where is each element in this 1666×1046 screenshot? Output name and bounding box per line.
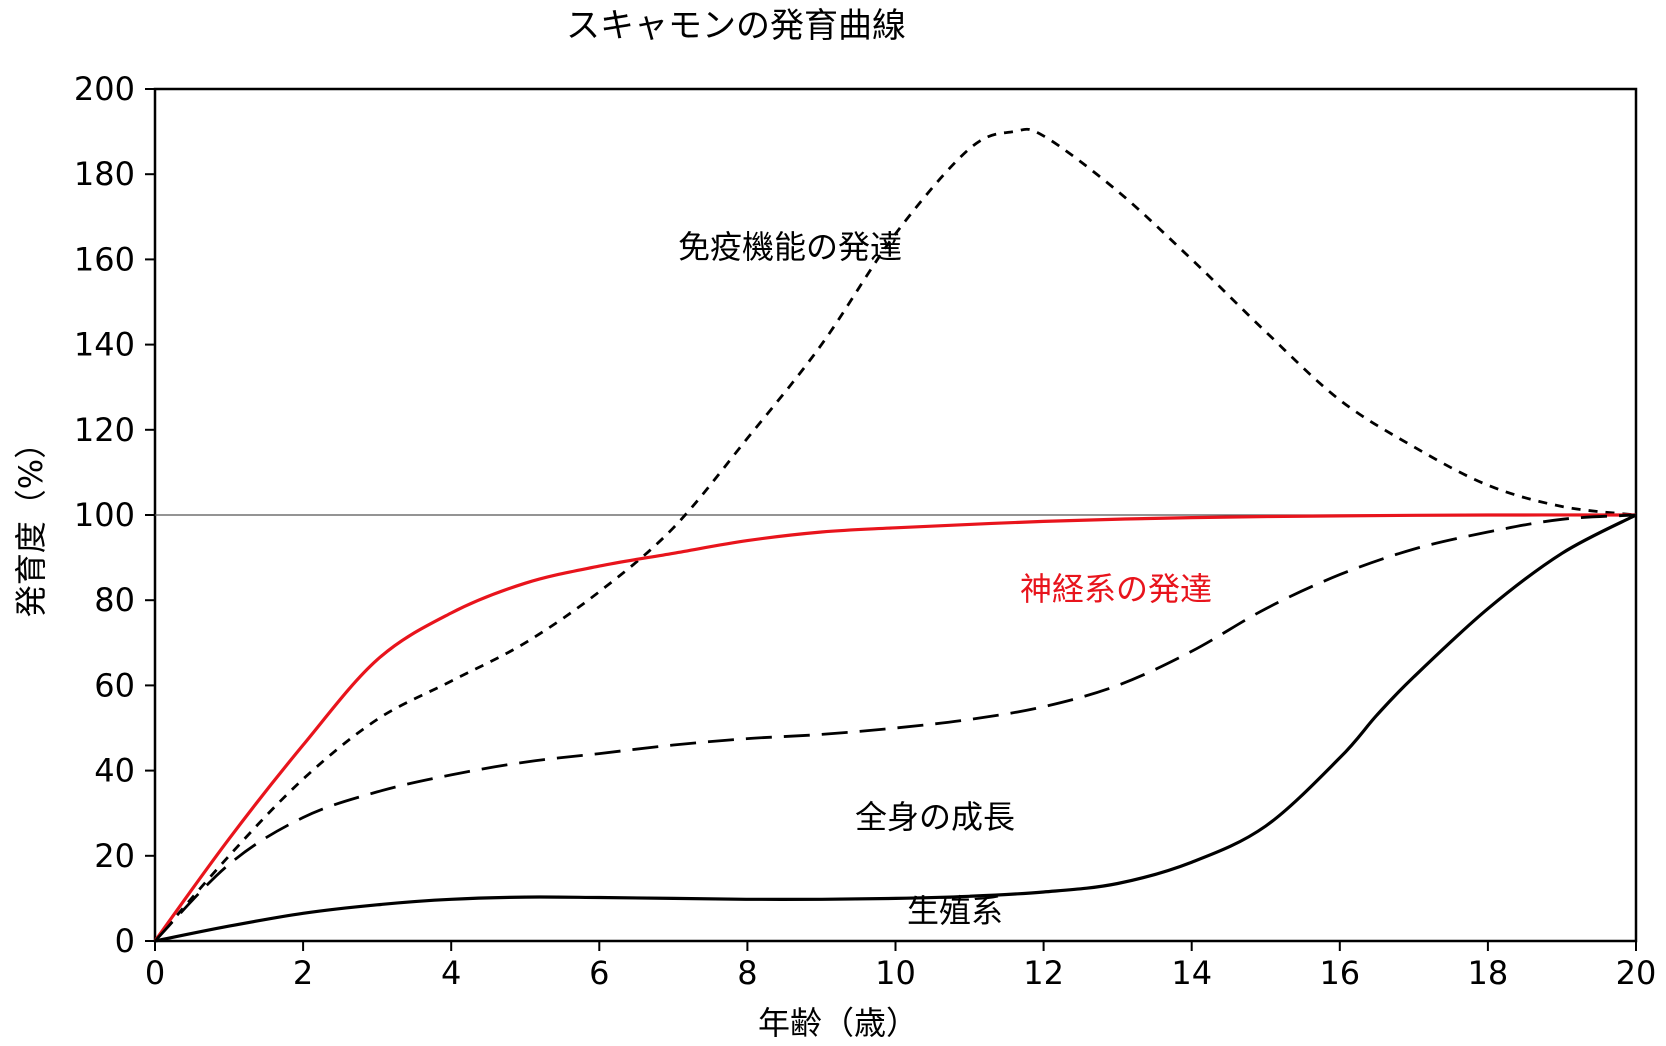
- y-tick-label-160: 160: [74, 240, 135, 278]
- x-tick-label-0: 0: [145, 954, 165, 992]
- y-tick-label-20: 20: [94, 837, 135, 875]
- x-tick-label-14: 14: [1171, 954, 1212, 992]
- x-tick-label-10: 10: [875, 954, 916, 992]
- y-tick-label-80: 80: [94, 581, 135, 619]
- series-label-2: 全身の成長: [855, 798, 1015, 836]
- x-tick-label-2: 2: [293, 954, 313, 992]
- x-axis-label: 年齢（歳）: [758, 1004, 918, 1042]
- y-tick-label-0: 0: [115, 922, 135, 960]
- x-tick-label-4: 4: [441, 954, 461, 992]
- x-tick-label-20: 20: [1616, 954, 1657, 992]
- y-tick-label-120: 120: [74, 411, 135, 449]
- y-axis-label: 発育度（%）: [12, 427, 50, 617]
- series-line-1: [153, 513, 1637, 942]
- y-tick-label-200: 200: [74, 70, 135, 108]
- y-tick-label-140: 140: [74, 326, 135, 364]
- series-label-0: 免疫機能の発達: [678, 228, 902, 266]
- y-tick-label-100: 100: [74, 496, 135, 534]
- y-tick-label-180: 180: [74, 155, 135, 193]
- series-line-3: [154, 513, 1637, 943]
- y-tick-label-40: 40: [94, 752, 135, 790]
- x-tick-label-6: 6: [589, 954, 609, 992]
- plot-area: 0 20 40 60 80 100 120 140 160 180 200 0 2 4 6 8 10 12 14 16…: [74, 70, 1656, 992]
- x-tick-label-18: 18: [1468, 954, 1509, 992]
- series-line-0: [153, 127, 1637, 942]
- chart-title: スキャモンの発育曲線: [566, 6, 906, 46]
- x-tick-label-12: 12: [1023, 954, 1064, 992]
- y-tick-label-60: 60: [94, 666, 135, 704]
- series-line-2: [153, 513, 1637, 942]
- x-tick-label-16: 16: [1319, 954, 1360, 992]
- x-tick-label-8: 8: [737, 954, 757, 992]
- series-label-1: 神経系の発達: [1020, 570, 1212, 608]
- series-label-3: 生殖系: [907, 892, 1003, 930]
